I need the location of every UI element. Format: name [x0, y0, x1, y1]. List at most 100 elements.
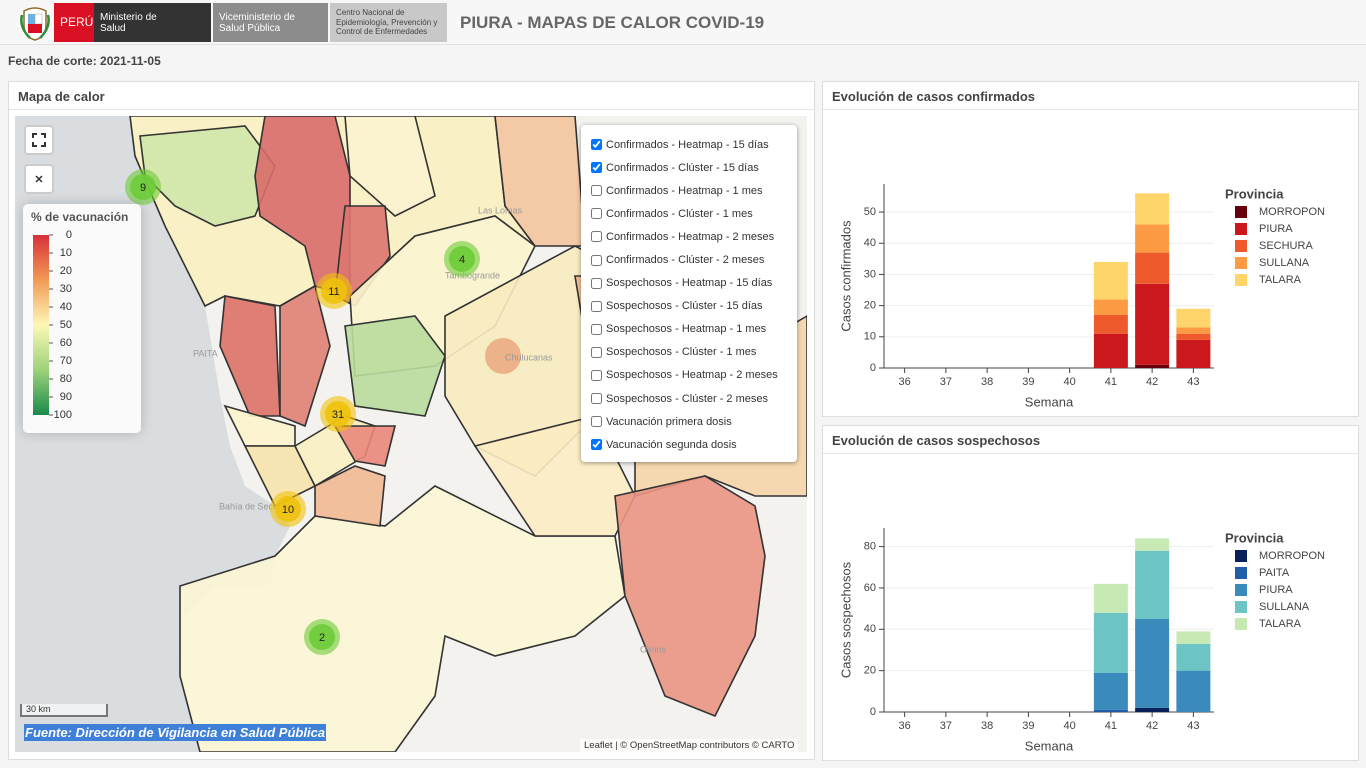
legend-swatch [1235, 274, 1247, 286]
legend-label: MORROPON [1259, 206, 1325, 218]
bar-segment [1176, 643, 1211, 671]
panel-title: Evolución de casos sospechosos [832, 433, 1041, 448]
attribution[interactable]: Leaflet | © OpenStreetMap contributors ©… [580, 739, 799, 752]
legend-label: PIURA [1259, 223, 1293, 235]
layer-option[interactable]: Confirmados - Heatmap - 1 mes [587, 179, 791, 202]
cluster-marker[interactable]: 10 [270, 491, 306, 527]
bar-segment [1135, 193, 1170, 225]
legend-label: MORROPON [1259, 550, 1325, 562]
y-tick-label: 60 [864, 582, 876, 594]
legend-title: Provincia [1225, 186, 1284, 201]
fullscreen-button[interactable] [24, 125, 54, 155]
legend-label: SULLANA [1259, 601, 1310, 613]
layer-checkbox[interactable] [591, 393, 602, 405]
layer-option[interactable]: Confirmados - Heatmap - 15 días [587, 133, 791, 156]
layer-checkbox[interactable] [591, 369, 602, 381]
layer-checkbox[interactable] [591, 300, 602, 312]
layer-checkbox[interactable] [591, 139, 602, 151]
reset-view-button[interactable] [24, 164, 54, 194]
cluster-marker[interactable]: 2 [304, 619, 340, 655]
x-tick-label: 43 [1187, 376, 1199, 388]
x-tick-label: 42 [1146, 720, 1158, 732]
bar-segment [1135, 707, 1170, 712]
cluster-count: 11 [328, 286, 339, 298]
layer-checkbox[interactable] [591, 416, 602, 428]
layer-label: Vacunación primera dosis [606, 415, 732, 428]
layer-option[interactable]: Sospechosos - Heatmap - 2 meses [587, 364, 791, 387]
cluster-marker[interactable]: 9 [125, 169, 161, 205]
layer-label: Confirmados - Heatmap - 15 días [606, 138, 769, 151]
place-label: Bahía de Sechura [219, 501, 291, 511]
y-tick-label: 20 [864, 665, 876, 677]
cluster-marker[interactable]: 31 [320, 396, 356, 432]
layer-option[interactable]: Confirmados - Clúster - 15 días [587, 156, 791, 179]
y-tick-label: 40 [864, 237, 876, 249]
cluster-marker[interactable]: 4 [444, 241, 480, 277]
bar-segment [1093, 672, 1128, 710]
layer-checkbox[interactable] [591, 323, 602, 335]
legend-label: TALARA [1259, 618, 1302, 630]
layer-option[interactable]: Sospechosos - Clúster - 15 días [587, 295, 791, 318]
legend-box: % de vacunación 0 10 20 30 40 50 60 70 80 90 100 [23, 204, 141, 433]
region [344, 315, 446, 417]
legend-label: SULLANA [1259, 257, 1310, 269]
layer-option[interactable]: Vacunación segunda dosis [587, 433, 791, 456]
chart-panel: Evolución de casos sospechosos 0 20 40 60 80… [822, 425, 1359, 761]
layer-label: Sospechosos - Heatmap - 15 días [606, 277, 773, 290]
header: PERÚ Ministerio de Salud Viceministerio … [0, 0, 1366, 45]
layer-checkbox[interactable] [591, 162, 602, 174]
legend-swatch [1235, 206, 1247, 218]
layer-label: Sospechosos - Heatmap - 1 mes [606, 323, 767, 336]
place-label: Olmos [640, 644, 667, 654]
layer-option[interactable]: Sospechosos - Heatmap - 15 días [587, 272, 791, 295]
layer-label: Confirmados - Clúster - 15 días [606, 161, 759, 174]
layer-checkbox[interactable] [591, 277, 602, 289]
vice-badge: Viceministerio de Salud Pública [213, 3, 328, 42]
x-axis-label: Semana [1025, 394, 1074, 409]
layer-option[interactable]: Confirmados - Clúster - 2 meses [587, 248, 791, 271]
legend-label: PAITA [1259, 567, 1290, 579]
layer-option[interactable]: Confirmados - Clúster - 1 mes [587, 202, 791, 225]
legend-label: TALARA [1259, 274, 1302, 286]
bar-segment [1176, 333, 1211, 340]
y-axis-label: Casos confirmados [838, 220, 853, 332]
layer-option[interactable]: Sospechosos - Clúster - 2 meses [587, 387, 791, 410]
layer-label: Sospechosos - Clúster - 15 días [606, 300, 763, 313]
layer-checkbox[interactable] [591, 254, 602, 266]
coat-of-arms [20, 7, 50, 41]
y-tick-label: 10 [864, 331, 876, 343]
region [494, 116, 586, 247]
center: Centro Nacional de Epidemiología, Preven… [336, 8, 438, 37]
legend-tick-label: 0 [66, 229, 72, 241]
layer-option[interactable]: Sospechosos - Heatmap - 1 mes [587, 318, 791, 341]
region [279, 284, 331, 428]
cluster-core [449, 246, 475, 272]
layer-label: Sospechosos - Clúster - 1 mes [606, 346, 757, 359]
x-axis-label: Semana [1025, 738, 1074, 753]
layer-option[interactable]: Vacunación primera dosis [587, 410, 791, 433]
cluster-core [321, 278, 347, 304]
bar-segment [1135, 283, 1170, 365]
legend-swatch [1235, 550, 1247, 562]
x-tick-label: 39 [1022, 720, 1034, 732]
layer-option[interactable]: Sospechosos - Clúster - 1 mes [587, 341, 791, 364]
layer-checkbox[interactable] [591, 185, 602, 197]
cluster-marker[interactable]: 11 [316, 273, 352, 309]
map-source: Fuente: Dirección de Vigilancia en Salud… [24, 724, 327, 741]
region [314, 465, 386, 527]
bar-segment [1176, 339, 1211, 368]
layer-option[interactable]: Confirmados - Heatmap - 2 meses [587, 225, 791, 248]
layer-checkbox[interactable] [591, 231, 602, 243]
bar-segment [1093, 333, 1128, 368]
x-tick-label: 41 [1105, 376, 1117, 388]
layer-checkbox[interactable] [591, 208, 602, 220]
layer-control[interactable]: Confirmados - Heatmap - 15 días Confirmad… [581, 125, 797, 462]
y-tick-label: 20 [864, 300, 876, 312]
layer-checkbox[interactable] [591, 439, 602, 451]
layer-checkbox[interactable] [591, 346, 602, 358]
legend-tick-label: 80 [60, 373, 72, 385]
region [333, 425, 397, 467]
bar-segment [1093, 261, 1128, 300]
cluster-count: 9 [140, 182, 146, 194]
x-tick-label: 40 [1064, 376, 1076, 388]
